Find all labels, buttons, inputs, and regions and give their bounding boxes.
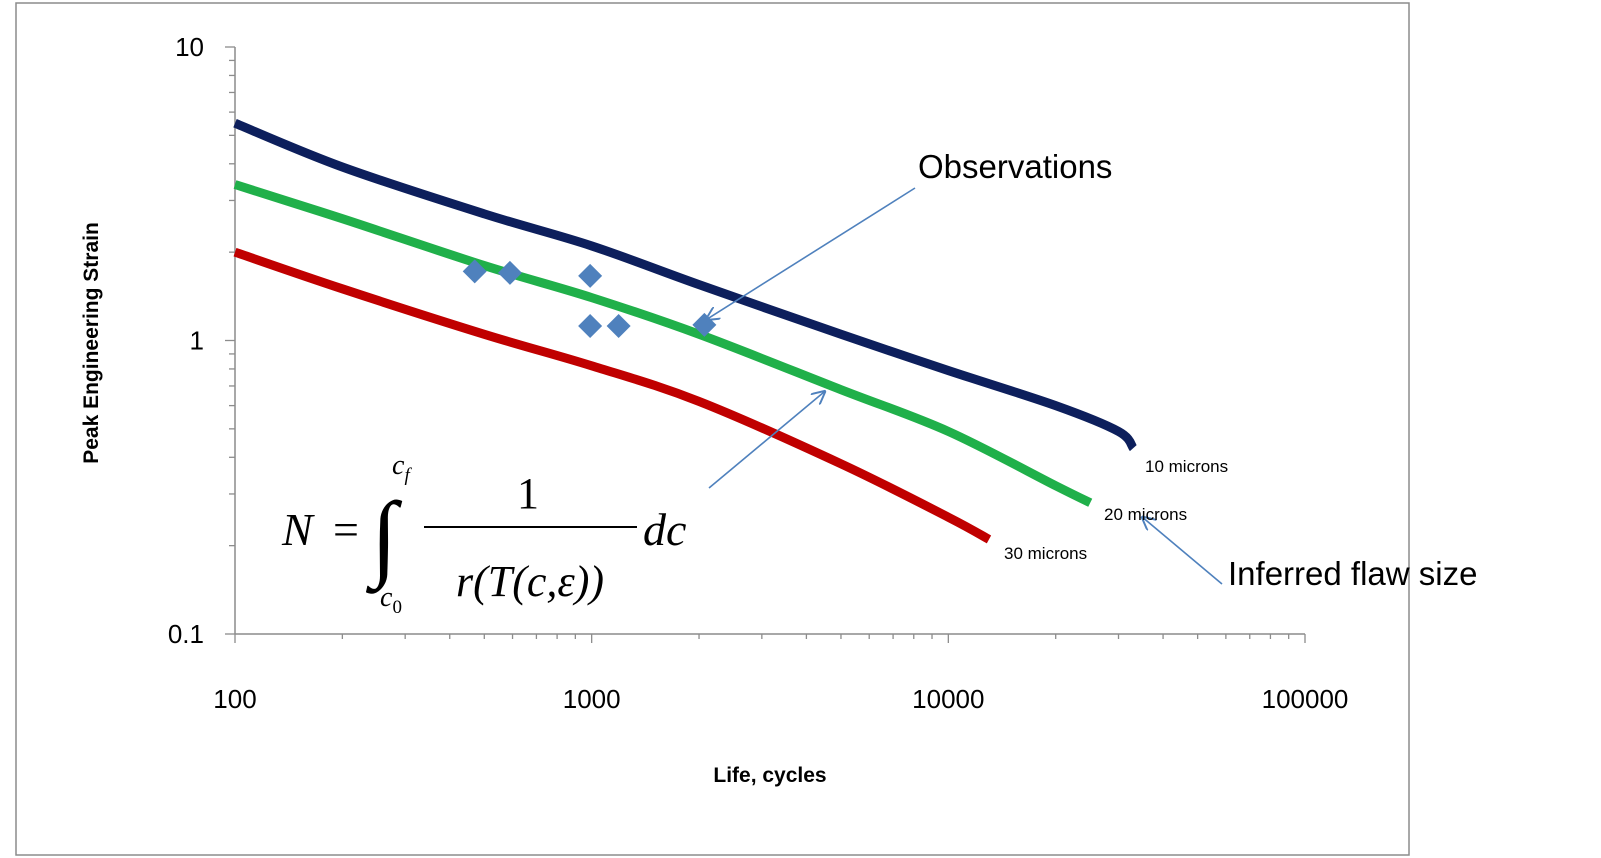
series-line-30-microns [233, 247, 992, 544]
observation-point [462, 259, 487, 284]
annotations [707, 187, 1223, 585]
y-tick-label: 0.1 [168, 619, 204, 649]
series-layer [233, 119, 1138, 544]
observation-points [462, 259, 717, 339]
x-tick-label: 100000 [1262, 684, 1349, 714]
y-axis-label: Peak Engineering Strain [80, 222, 103, 464]
life-equation: N = ∫ cf c0 1 r(T(c,ε)) dc [281, 450, 686, 618]
x-axis-label: Life, cycles [713, 764, 826, 787]
equation-differential: dc [643, 504, 686, 555]
observations-annotation: Observations [918, 148, 1112, 185]
y-tick-label: 1 [190, 326, 204, 356]
observation-point [578, 314, 603, 339]
inferred-flaw-size-annotation: Inferred flaw size [1228, 555, 1477, 592]
x-tick-label: 10000 [912, 684, 984, 714]
equation-denominator: r(T(c,ε)) [456, 557, 604, 606]
observations-arrow [707, 187, 916, 319]
x-tick-label: 1000 [563, 684, 621, 714]
chart-frame [15, 2, 1410, 856]
series-line-10-microns [233, 119, 1138, 452]
axes: 100 1000 10000 100000 0.1 1 10 [168, 32, 1349, 714]
series-label-30-microns: 30 microns [1004, 544, 1087, 563]
equation-upper-limit: cf [392, 450, 412, 486]
observation-point [606, 314, 631, 339]
series-label-10-microns: 10 microns [1145, 457, 1228, 476]
equation-equals: = [333, 504, 359, 555]
equation-lower-limit: c0 [380, 582, 402, 618]
equation-integral-sign: ∫ [365, 482, 403, 594]
equation-lhs: N [281, 504, 315, 555]
series-label-20-microns: 20 microns [1104, 505, 1187, 524]
y-tick-label: 10 [175, 32, 204, 62]
inferred-flaw-size-arrow [1142, 517, 1223, 585]
observation-point [578, 263, 603, 288]
x-tick-label: 100 [213, 684, 256, 714]
equation-numerator: 1 [517, 469, 539, 518]
observation-point [497, 260, 522, 285]
equation-arrow [708, 392, 825, 489]
series-line-20-microns [233, 180, 1093, 507]
